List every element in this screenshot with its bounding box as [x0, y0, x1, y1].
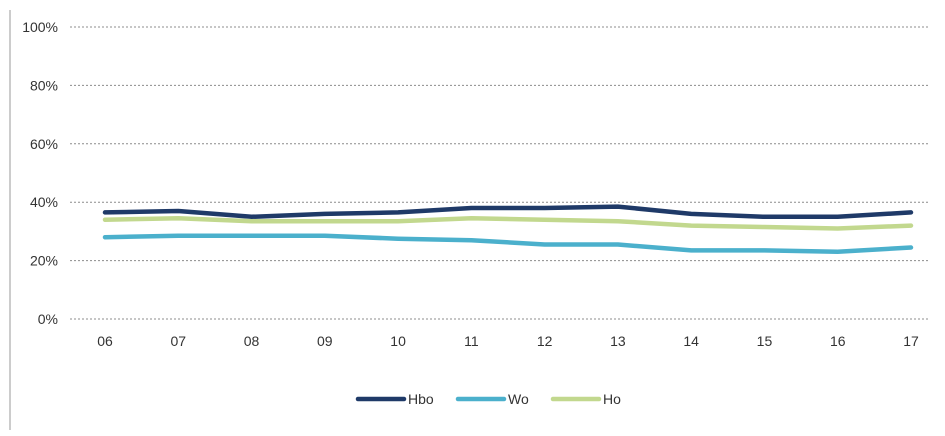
x-tick-label: 16 — [830, 333, 846, 349]
x-tick-label: 07 — [170, 333, 186, 349]
y-tick-label: 80% — [30, 77, 58, 93]
x-tick-label: 17 — [903, 333, 919, 349]
y-tick-label: 20% — [30, 253, 58, 269]
x-tick-label: 11 — [464, 333, 479, 349]
y-tick-label: 60% — [30, 136, 58, 152]
series-line-hbo — [102, 204, 914, 220]
x-tick-label: 12 — [537, 333, 553, 349]
y-tick-label: 100% — [22, 19, 58, 35]
x-tick-label: 14 — [683, 333, 699, 349]
series-lines — [102, 204, 914, 255]
x-axis-ticks: 06 07 08 09 10 11 12 13 14 15 16 17 — [97, 333, 919, 349]
legend-label-ho: Ho — [603, 391, 621, 407]
series-line-wo — [102, 233, 914, 255]
x-tick-label: 10 — [390, 333, 406, 349]
x-tick-label: 09 — [317, 333, 333, 349]
legend-label-wo: Wo — [508, 391, 529, 407]
legend: Hbo Wo Ho — [355, 391, 621, 407]
gridlines — [70, 26, 930, 320]
x-tick-label: 15 — [757, 333, 773, 349]
x-tick-label: 08 — [244, 333, 260, 349]
legend-label-hbo: Hbo — [408, 391, 434, 407]
x-tick-label: 13 — [610, 333, 626, 349]
x-tick-label: 06 — [97, 333, 113, 349]
y-axis-ticks: 0% 20% 40% 60% 80% 100% — [22, 19, 58, 327]
y-tick-label: 40% — [30, 194, 58, 210]
y-tick-label: 0% — [38, 311, 58, 327]
series-line-ho — [102, 216, 914, 231]
